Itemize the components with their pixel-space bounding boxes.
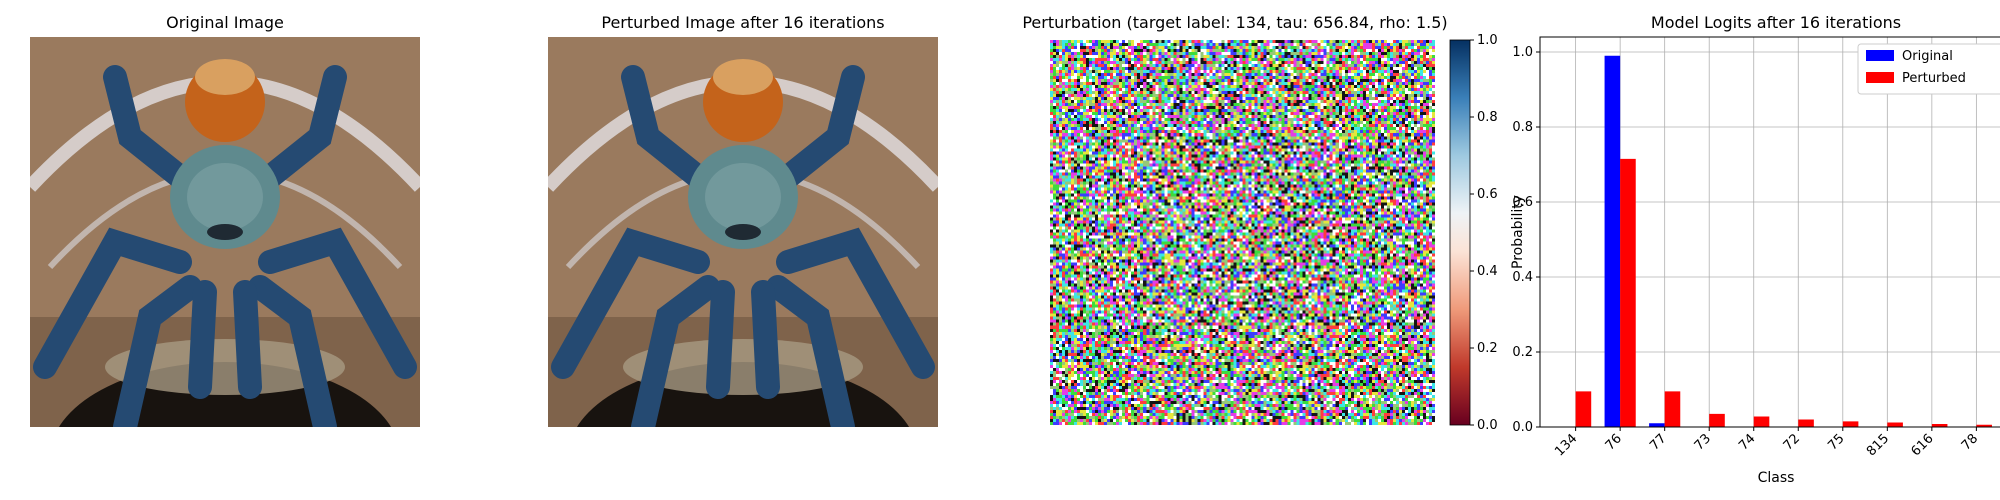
colorbar-tick-label: 1.0 <box>1477 33 1498 48</box>
x-tick-label: 78 <box>1959 431 1981 453</box>
colorbar-tick-label: 0.6 <box>1477 187 1498 202</box>
y-tick-label: 0.4 <box>1512 270 1533 285</box>
perturbed-image-title: Perturbed Image after 16 iterations <box>601 13 885 32</box>
colorbar-tick-label: 0.0 <box>1477 418 1498 430</box>
perturbed-image <box>548 37 938 427</box>
colorbar: 0.0 0.2 0.4 0.6 0.8 1.0 <box>1449 33 1498 430</box>
y-tick-label: 1.0 <box>1512 45 1533 60</box>
x-ticks: 134 76 77 73 74 72 75 815 616 78 <box>1552 427 1981 459</box>
tarantula-photo <box>30 37 420 427</box>
x-axis-label: Class <box>1758 470 1795 486</box>
tarantula-photo-perturbed <box>548 37 938 427</box>
perturbation-noise-image <box>1050 40 1435 425</box>
legend-swatch-perturbed <box>1866 72 1894 83</box>
colorbar-tick-label: 0.8 <box>1477 110 1498 125</box>
y-axis-label: Probability <box>1510 195 1526 269</box>
perturbation-title: Perturbation (target label: 134, tau: 65… <box>1022 13 1448 32</box>
x-tick-label: 74 <box>1736 431 1758 453</box>
legend-label-perturbed: Perturbed <box>1902 71 1966 86</box>
x-tick-label: 75 <box>1825 431 1847 453</box>
chart-bars <box>1575 55 1992 427</box>
y-tick-label: 0.2 <box>1512 345 1533 360</box>
x-tick-label: 134 <box>1552 431 1580 459</box>
legend-swatch-original <box>1866 50 1894 61</box>
x-tick-label: 815 <box>1864 431 1892 459</box>
bar-perturbed-73 <box>1709 413 1725 427</box>
bar-perturbed-76 <box>1620 158 1636 427</box>
x-tick-label: 616 <box>1909 431 1937 459</box>
bar-perturbed-72 <box>1798 419 1814 427</box>
x-tick-label: 77 <box>1647 431 1669 453</box>
original-image-title: Original Image <box>166 13 284 32</box>
colorbar-ticks: 0.0 0.2 0.4 0.6 0.8 1.0 <box>1470 33 1498 430</box>
legend-label-original: Original <box>1902 49 1953 64</box>
y-tick-label: 0.6 <box>1512 195 1533 210</box>
bar-original-77 <box>1649 423 1665 427</box>
legend: Original Perturbed <box>1857 43 2000 95</box>
x-tick-label: 73 <box>1692 431 1714 453</box>
bar-perturbed-77 <box>1664 391 1681 427</box>
bar-perturbed-75 <box>1842 421 1859 427</box>
y-tick-label: 0.8 <box>1512 120 1533 135</box>
bar-perturbed-78 <box>1976 424 1992 427</box>
bar-original-76 <box>1604 55 1621 427</box>
logits-chart: Model Logits after 16 iterations 0.00.20… <box>1510 13 2000 486</box>
original-image <box>30 37 420 427</box>
colorbar-gradient <box>1449 39 1471 426</box>
x-tick-label: 76 <box>1603 431 1625 453</box>
y-ticks: 0.0 0.2 0.4 0.6 0.8 1.0 <box>1512 45 1540 435</box>
colorbar-tick-label: 0.2 <box>1477 341 1498 356</box>
bar-perturbed-616 <box>1931 424 1948 427</box>
bar-perturbed-74 <box>1753 416 1770 427</box>
y-tick-label: 0.0 <box>1512 420 1533 435</box>
bar-perturbed-134 <box>1575 391 1592 427</box>
x-tick-label: 72 <box>1781 431 1803 453</box>
bar-perturbed-815 <box>1887 422 1903 427</box>
chart-title: Model Logits after 16 iterations <box>1651 13 1901 32</box>
plot-frame <box>1539 36 2000 428</box>
colorbar-tick-label: 0.4 <box>1477 264 1498 279</box>
